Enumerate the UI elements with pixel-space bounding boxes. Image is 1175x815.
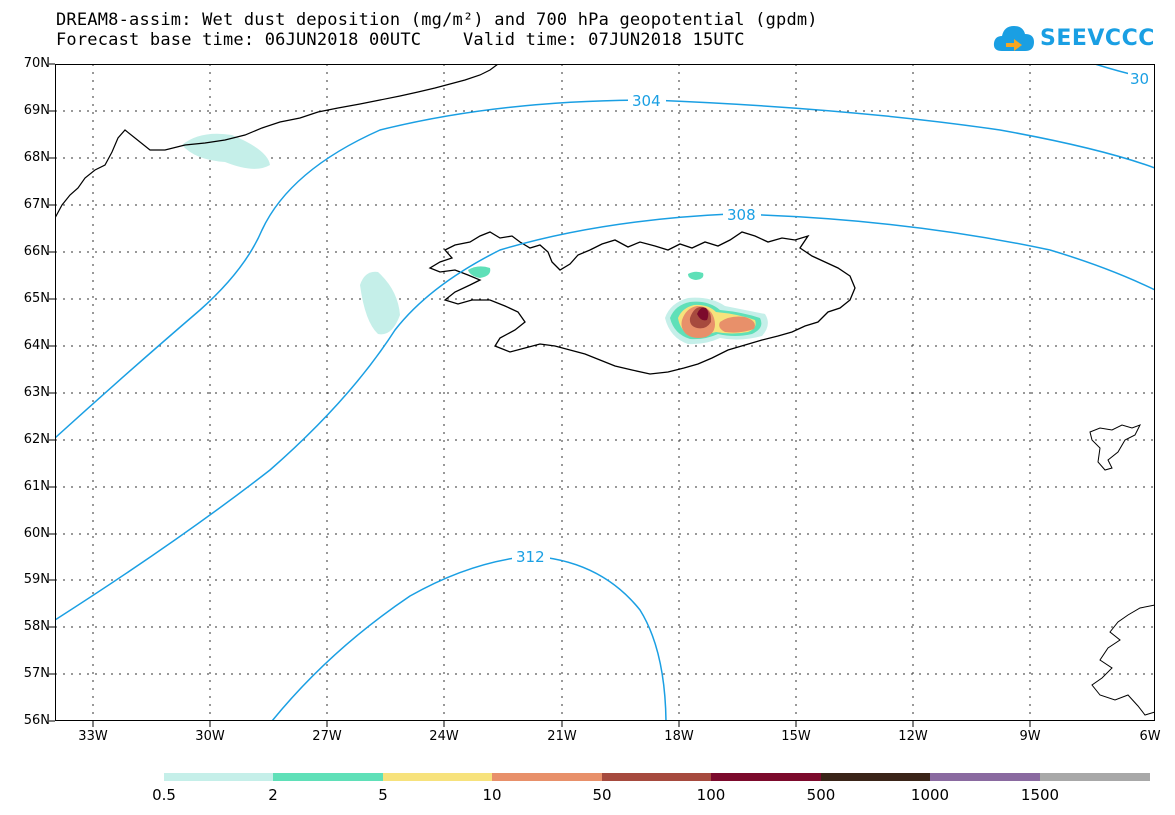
legend-swatch: [602, 773, 711, 781]
lat-label: 69N: [23, 103, 50, 118]
dust-patch-west: [360, 271, 400, 335]
legend-swatch: [821, 773, 930, 781]
seevccc-logo: SEEVCCC: [992, 20, 1155, 56]
lat-label: 60N: [23, 526, 50, 541]
dust-patch-iceland-small: [688, 271, 704, 280]
lon-label: 18W: [664, 729, 694, 744]
legend-label: 1000: [910, 786, 950, 804]
legend-label: 1500: [1020, 786, 1060, 804]
legend-swatch: [273, 773, 383, 781]
lat-label: 68N: [23, 150, 50, 165]
gridlines: [55, 64, 1155, 721]
lon-label: 15W: [781, 729, 811, 744]
faroe-coastline: [1089, 424, 1142, 471]
contour-308-line: [55, 213, 1155, 621]
map-frame: [55, 64, 1155, 721]
cloud-icon: [993, 26, 1034, 51]
legend-swatch: [1040, 773, 1150, 781]
title-line-2: Forecast base time: 06JUN2018 00UTC Vali…: [56, 30, 745, 50]
contour-304-line: [55, 99, 1155, 439]
contour-312-label: 312: [516, 548, 545, 566]
contour-308-label: 308: [727, 206, 756, 224]
logo-text: SEEVCCC: [1040, 25, 1155, 51]
lon-label: 27W: [312, 729, 342, 744]
contour-labels: 304 308 312 30: [512, 70, 1155, 566]
lat-label: 63N: [23, 385, 50, 400]
lon-label: 6W: [1139, 729, 1161, 744]
lon-label: 30W: [195, 729, 225, 744]
legend-label: 2: [268, 786, 278, 804]
lat-label: 70N: [23, 56, 50, 71]
dust-patch-iceland-dark: [697, 307, 709, 321]
contour-304-label: 304: [632, 92, 661, 110]
legend-label: 10: [482, 786, 502, 804]
lat-label: 62N: [23, 432, 50, 447]
lon-label: 33W: [78, 729, 108, 744]
legend-swatch: [164, 773, 273, 781]
dust-patch-westfjords: [468, 266, 491, 278]
legend-label: 500: [806, 786, 836, 804]
lat-label: 64N: [23, 338, 50, 353]
legend-label: 0.5: [152, 786, 176, 804]
lat-label: 61N: [23, 479, 50, 494]
title-line-1: DREAM8-assim: Wet dust deposition (mg/m²…: [56, 10, 818, 30]
legend-label: 5: [378, 786, 388, 804]
lat-label: 57N: [23, 666, 50, 681]
lat-label: 56N: [23, 713, 50, 728]
legend-swatch: [711, 773, 821, 781]
legend-swatch: [930, 773, 1040, 781]
legend-swatch: [492, 773, 602, 781]
lon-label: 24W: [429, 729, 459, 744]
lat-label: 65N: [23, 291, 50, 306]
scotland-coastline: [1091, 604, 1155, 716]
lon-label: 12W: [898, 729, 928, 744]
contour-30-label: 30: [1130, 70, 1149, 88]
iceland-coastline: [428, 231, 856, 375]
axis-ticks: [49, 63, 1031, 727]
lat-label: 67N: [23, 197, 50, 212]
lon-label: 9W: [1019, 729, 1041, 744]
lon-label: 21W: [547, 729, 577, 744]
lat-label: 66N: [23, 244, 50, 259]
lat-label: 58N: [23, 619, 50, 634]
greenland-coastline: [55, 64, 499, 219]
lat-label: 59N: [23, 572, 50, 587]
legend-label: 100: [696, 786, 726, 804]
legend-swatch: [383, 773, 492, 781]
legend-label: 50: [592, 786, 612, 804]
